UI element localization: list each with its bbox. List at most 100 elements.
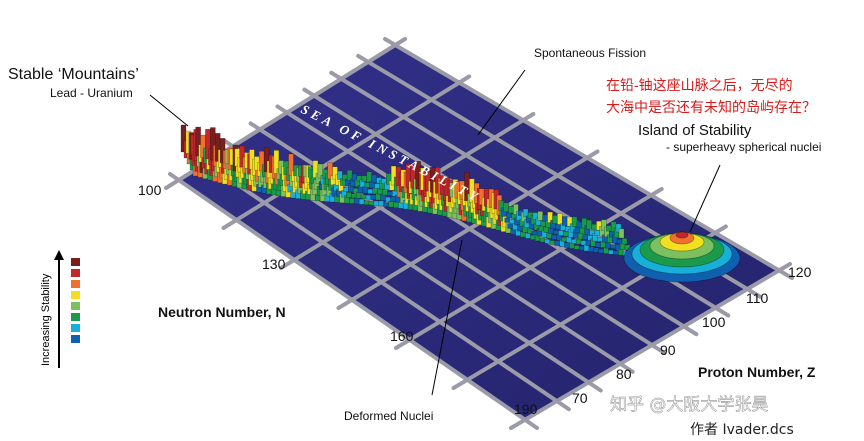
neutron-tick: 160 — [390, 328, 414, 344]
nucleus-column — [558, 230, 564, 236]
neutron-axis-title: Neutron Number, N — [158, 304, 286, 320]
nucleus-column — [551, 234, 557, 240]
proton-axis-title: Proton Number, Z — [698, 364, 816, 380]
proton-tick: 80 — [616, 366, 632, 382]
proton-tick: 90 — [660, 342, 676, 358]
nucleus-column — [552, 215, 558, 224]
nucleus-column — [610, 244, 616, 249]
nucleus-column — [367, 188, 374, 194]
nucleus-column — [614, 243, 621, 250]
nucleus-column — [613, 250, 619, 255]
nucleus-column — [529, 234, 536, 240]
nucleus-column — [364, 182, 371, 188]
legend-swatch — [71, 291, 80, 299]
nucleus-column — [346, 191, 352, 198]
nucleus-column — [585, 239, 592, 247]
legend-swatch — [71, 280, 80, 288]
nucleus-column — [378, 200, 385, 207]
neutron-tick: 130 — [262, 256, 286, 272]
nucleus-column — [349, 198, 355, 204]
nucleus-column — [557, 213, 563, 225]
nucleus-column — [576, 221, 583, 229]
nucleus-column — [566, 236, 572, 243]
nucleus-column — [570, 239, 577, 244]
nucleus-column — [564, 242, 570, 248]
nucleus-column — [580, 240, 587, 246]
nucleus-column — [370, 194, 377, 200]
nucleus-column — [554, 240, 560, 246]
proton-tick: 110 — [746, 290, 769, 306]
legend-swatch — [71, 258, 80, 266]
nucleus-column — [605, 225, 612, 232]
nucleus-column — [366, 171, 373, 183]
nucleus-column — [601, 219, 607, 231]
nucleus-column — [363, 200, 370, 206]
nucleus-column — [549, 240, 556, 245]
nucleus-column — [618, 228, 625, 239]
nucleus-column — [608, 249, 614, 255]
nucleus-column — [360, 194, 367, 200]
watermark: 知乎 @大阪大学张昊 — [610, 395, 768, 415]
lead-uranium-label: Lead - Uranium — [50, 86, 133, 100]
nucleus-column — [561, 236, 567, 242]
nucleus-column — [539, 237, 546, 243]
watermark-author: 作者 Ivader.dcs — [690, 422, 794, 438]
island-layer — [675, 231, 689, 239]
nucleus-column — [578, 245, 585, 251]
proton-tick: 120 — [788, 264, 812, 280]
nucleus-column — [563, 230, 569, 237]
nucleus-column — [371, 174, 377, 183]
legend-swatch — [71, 324, 80, 332]
island-title: Island of Stability — [638, 122, 752, 139]
nucleus-column — [373, 200, 380, 206]
nucleus-column — [575, 238, 582, 245]
grid-line — [194, 155, 571, 412]
legend-swatch — [71, 313, 80, 321]
nucleus-column — [617, 249, 624, 256]
stable-mountains-label: Stable ‘Mountains’ — [8, 66, 139, 83]
neutron-tick: 190 — [514, 401, 538, 417]
grid-line — [168, 172, 539, 430]
chinese-note: 在铅-铀这座山脉之后，无尽的 大海中是否还有未知的岛屿存在？ — [606, 77, 816, 115]
legend-swatch — [71, 335, 80, 343]
legend-swatch — [71, 302, 80, 310]
nucleus-column — [350, 193, 357, 199]
nucleus-column — [504, 217, 510, 223]
nucleus-column — [593, 247, 600, 253]
nucleus-column — [621, 238, 628, 245]
nucleus-column — [507, 223, 513, 229]
nucleus-column — [591, 223, 597, 230]
nucleus-column — [343, 187, 349, 192]
nucleus-column — [513, 203, 519, 215]
nucleus-column — [544, 239, 551, 244]
neutron-tick: 100 — [138, 182, 162, 198]
island-of-stability — [623, 231, 741, 283]
nucleus-column — [598, 248, 604, 254]
spontaneous-fission-label: Spontaneous Fission — [534, 46, 647, 60]
nucleus-column — [365, 194, 372, 200]
legend-swatch — [71, 269, 80, 277]
nucleus-column — [368, 200, 375, 206]
nucleus-column — [594, 230, 600, 236]
nucleus-column — [390, 196, 396, 203]
nucleus-column — [588, 246, 595, 253]
nucleus-column — [355, 191, 362, 199]
deformed-nuclei-label: Deformed Nuclei — [344, 409, 434, 423]
nucleus-column — [537, 211, 544, 221]
nucleus-column — [615, 223, 622, 233]
leader-stable — [149, 94, 189, 127]
nucleus-column — [387, 191, 393, 197]
nucleus-column — [509, 219, 515, 225]
island-subtitle: - superheavy spherical nuclei — [666, 140, 822, 154]
legend-arrow-icon — [54, 250, 64, 368]
proton-tick: 100 — [702, 314, 726, 330]
nuclei-peninsula — [180, 124, 634, 257]
nucleus-column — [605, 242, 611, 249]
nucleus-column — [361, 175, 368, 182]
nucleus-column — [288, 153, 294, 176]
nucleus-column — [569, 243, 575, 249]
nucleus-column — [573, 245, 580, 250]
nucleus-column — [353, 197, 360, 205]
nucleus-column — [388, 201, 394, 208]
